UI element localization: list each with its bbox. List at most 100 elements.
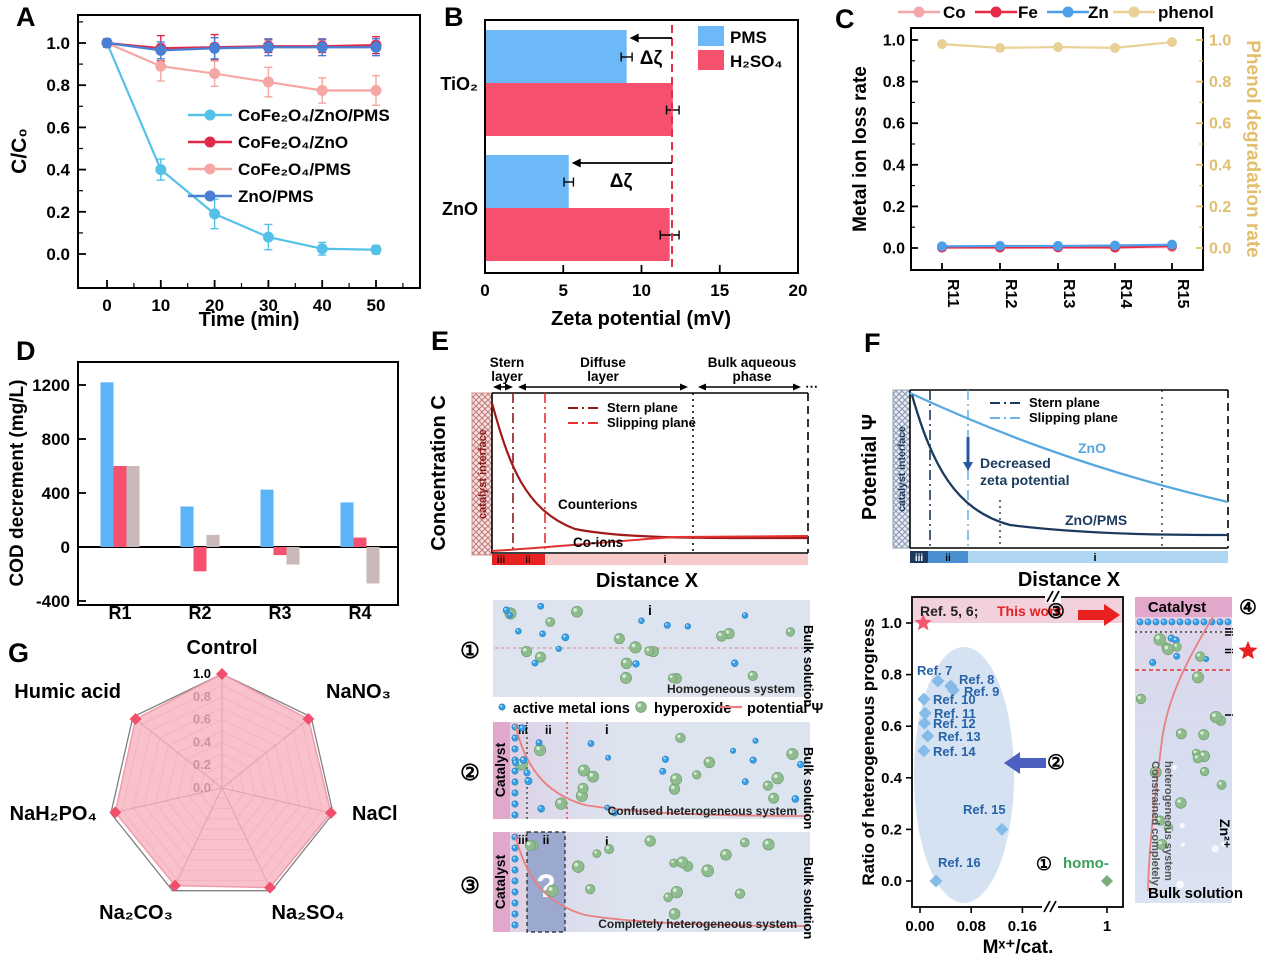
panel-label-g: G: [8, 638, 30, 668]
f-circled-4: ④: [1239, 597, 1257, 619]
a-xtick: 10: [151, 296, 170, 315]
c-ytick-right: 0.8: [1209, 74, 1231, 91]
d-ytick: 800: [42, 430, 70, 449]
f-homo-label: homo-: [1063, 855, 1109, 872]
f-interface-label: catalyst interface: [896, 426, 908, 512]
b-xtick: 0: [480, 281, 489, 300]
e-legend-label: Slipping plane: [607, 415, 696, 430]
f-xlabel: Distance X: [1018, 569, 1121, 591]
f-ytick: 0.6: [881, 718, 902, 735]
e-zone-label: i: [605, 834, 609, 849]
g-axis-label: Na₂SO₄: [272, 902, 345, 924]
f-annotation: Decreased: [980, 455, 1051, 471]
f-scatter: 0.0 0.2 0.4 0.6 0.8 1.0 0.00 0.08 0.16 1 Mˣ⁺/cat. R…: [860, 590, 1124, 954]
a-ytick: 0.4: [46, 161, 70, 180]
f-strip-zone: ii: [1222, 648, 1234, 654]
a-legend: CoFe₂O₄/ZnO/PMS CoFe₂O₄/ZnO CoFe₂O₄/PMS ZnO…: [188, 106, 390, 206]
a-legend-label: ZnO/PMS: [238, 187, 314, 206]
e-side-label: Bulk solution: [801, 747, 816, 829]
b-xtick: 10: [632, 281, 651, 300]
b-legend: PMS H₂SO₄: [698, 26, 783, 71]
f-strip-zone: iii: [1222, 627, 1234, 636]
f-scatter-xlabel: Mˣ⁺/cat.: [983, 937, 1054, 954]
g-axis-label: NaCl: [352, 803, 398, 825]
e-dots: ⋯: [805, 379, 818, 394]
f-ytick: 0.2: [881, 821, 902, 838]
c-ytick-left: 0.6: [883, 116, 905, 133]
panel-g-plot: 0.00.20.40.60.81.0ControlNaNO₃NaClNa₂SO₄…: [10, 637, 398, 924]
c-ylabel-left: Metal ion loss rate: [850, 66, 871, 232]
d-axes: -400 0 400 800 1200 R1 R2 R3 R4 COD decrement (mg…: [7, 361, 399, 623]
c-xtick: R13: [1060, 279, 1077, 308]
panel-a-degradation-kinetics: 0 10 20 30 40 50 0.0 0.2 0.4 0.6 0.8 1.0 Time (min) C…: [0, 0, 430, 335]
e-zone-i: i: [648, 602, 652, 618]
panel-d-plot: -400 0 400 800 1200 R1 R2 R3 R4 COD decrement (mg…: [7, 361, 399, 623]
e-caption-2: Confused heterogeneous system: [608, 804, 797, 818]
f-zone-label: i: [1093, 552, 1096, 564]
panel-c-ion-loss: Co Fe Zn phenol 0.0 0.0 0.2 0.2 0.4 0.4 0.6 0.6 0.8 0…: [850, 0, 1267, 335]
e-side-label: Bulk solution: [801, 857, 816, 939]
a-ytick: 0.8: [46, 76, 70, 95]
c-legend-label: Zn: [1088, 3, 1109, 22]
b-delta-label: Δζ: [640, 48, 663, 69]
e-zone-label: ii: [543, 833, 550, 847]
panel-label-c: C: [835, 4, 855, 34]
e-region-header: layer: [587, 369, 619, 384]
e-schematic-1: ① i Homogeneous system Bulk solution: [460, 600, 816, 707]
c-ytick-left: 0.0: [883, 241, 905, 258]
g-labels: Control NaNO₃ NaCl Na₂SO₄ Na₂CO₃ NaH₂PO₄ Humic…: [10, 637, 398, 924]
e-interface-label: catalyst interface: [477, 429, 489, 519]
f-curve-label-znopms: ZnO/PMS: [1065, 512, 1127, 528]
d-category: R3: [268, 603, 291, 623]
c-ytick-left: 0.8: [883, 74, 905, 91]
f-ref-label: Ref. 8: [959, 672, 994, 687]
d-category: R1: [108, 603, 131, 623]
f-legend-label: Stern plane: [1029, 395, 1100, 410]
d-category: R4: [348, 603, 371, 623]
f-curve-label-zno: ZnO: [1078, 440, 1106, 456]
e-num-1: ①: [460, 638, 480, 663]
f-zone-label: ii: [945, 553, 951, 564]
e-zone-label: ii: [525, 555, 531, 566]
b-xtick: 15: [710, 281, 729, 300]
panel-label-d: D: [16, 336, 36, 366]
f-ref-label: Ref. 14: [933, 744, 976, 759]
d-ylabel: COD decrement (mg/L): [7, 380, 28, 587]
e-curve-label: Counterions: [558, 497, 638, 512]
c-xtick: R15: [1174, 279, 1191, 308]
f-circled-3: ③: [1047, 601, 1065, 623]
a-ytick: 1.0: [46, 34, 70, 53]
b-xtick: 20: [789, 281, 808, 300]
c-legend-label: Co: [943, 3, 966, 22]
c-xtick: R14: [1117, 279, 1134, 308]
c-xtick: R12: [1002, 279, 1019, 308]
c-ytick-right: 0.6: [1209, 116, 1231, 133]
b-xtick: 5: [559, 281, 568, 300]
b-category: TiO₂: [440, 74, 478, 94]
f-strip-zone: i: [1222, 713, 1234, 716]
e-region-header: Diffuse: [580, 355, 626, 370]
a-xlabel: Time (min): [199, 309, 300, 331]
e-region-header: layer: [491, 369, 523, 384]
c-ytick-right: 1.0: [1209, 33, 1231, 50]
d-category: R2: [188, 603, 211, 623]
f-ytick: 0.8: [881, 667, 902, 684]
a-legend-label: CoFe₂O₄/PMS: [238, 160, 351, 179]
g-rtick: 1.0: [193, 666, 211, 681]
a-xtick: 50: [367, 296, 386, 315]
e-xlabel: Distance X: [596, 570, 699, 592]
panel-label-a: A: [16, 2, 36, 32]
d-ytick: 0: [61, 538, 70, 557]
e-ylabel: Concentration C: [428, 395, 450, 551]
b-legend-label: PMS: [730, 28, 767, 47]
e-catalyst-label: Catalyst: [492, 742, 508, 797]
panel-b-zeta-potential: TiO₂ ZnO 0 5 10 15 20 Zeta potential (mV) Δζ Δζ PM…: [430, 0, 860, 335]
e-legend-metal-ions: active metal ions: [513, 701, 630, 717]
f-strip-caption: heterogeneous system: [1162, 761, 1174, 881]
b-category: ZnO: [442, 199, 478, 219]
c-series-2: [937, 239, 1177, 252]
f-ref-label: Ref. 16: [938, 855, 981, 870]
f-ref-label: Ref. 11: [934, 706, 976, 721]
